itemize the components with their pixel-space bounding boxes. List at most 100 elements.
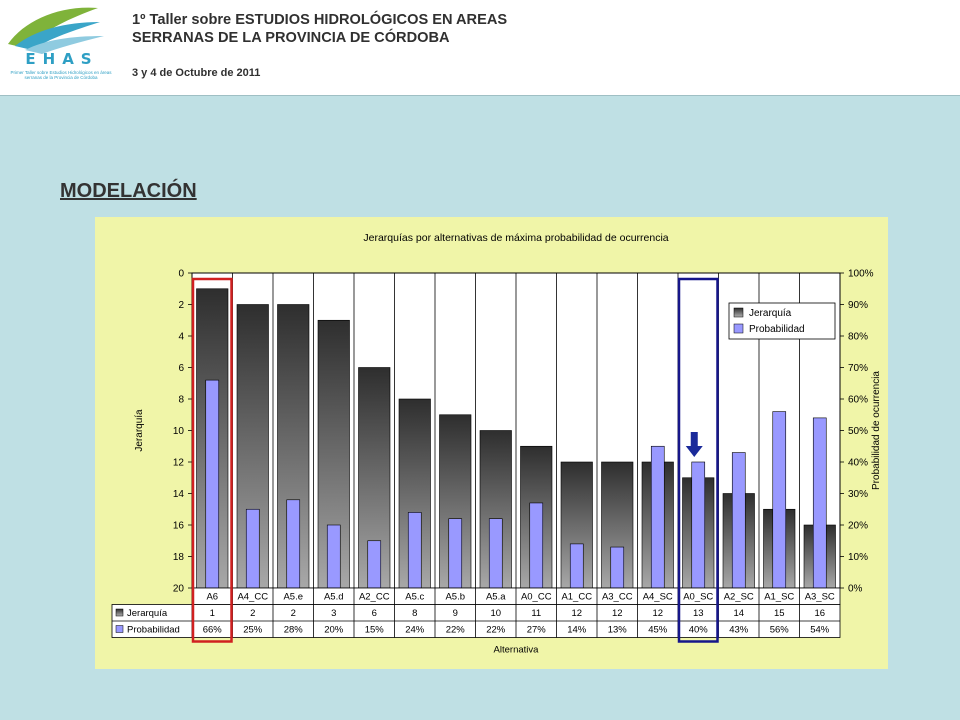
y-tick-label: 0 bbox=[178, 269, 184, 280]
hierarchy-probability-chart: Jerarquías por alternativas de máxima pr… bbox=[111, 232, 882, 656]
category-label: A1_CC bbox=[561, 592, 592, 603]
table-value-jerarquia: 2 bbox=[250, 608, 255, 619]
category-label: A5.a bbox=[486, 592, 506, 603]
category-label: A5.e bbox=[283, 592, 303, 603]
table-value-probabilidad: 24% bbox=[405, 625, 425, 636]
bar-probabilidad bbox=[610, 546, 625, 589]
table-value-probabilidad: 27% bbox=[527, 625, 547, 636]
y2-tick-label: 80% bbox=[848, 332, 868, 343]
y2-tick-label: 70% bbox=[848, 363, 868, 374]
y-tick-label: 10 bbox=[173, 426, 185, 437]
table-value-jerarquia: 12 bbox=[652, 608, 663, 619]
highlight-blue bbox=[677, 277, 719, 643]
logo-text: EHAS bbox=[25, 50, 99, 68]
category-label: A3_CC bbox=[602, 592, 633, 603]
y2-tick-label: 0% bbox=[848, 584, 863, 595]
table-value-probabilidad: 14% bbox=[567, 625, 587, 636]
table-value-jerarquia: 16 bbox=[814, 608, 825, 619]
bar-probabilidad bbox=[286, 499, 301, 589]
workshop-date: 3 y 4 de Octubre de 2011 bbox=[132, 67, 261, 79]
table-value-probabilidad: 22% bbox=[486, 625, 506, 636]
bar-probabilidad bbox=[650, 445, 665, 589]
table-value-probabilidad: 13% bbox=[608, 625, 628, 636]
table-value-probabilidad: 45% bbox=[648, 625, 668, 636]
category-label: A2_CC bbox=[359, 592, 390, 603]
bar-probabilidad bbox=[772, 411, 787, 589]
y-tick-label: 2 bbox=[178, 300, 184, 311]
chart-title: Jerarquías por alternativas de máxima pr… bbox=[363, 232, 668, 244]
workshop-title: 1º Taller sobre ESTUDIOS HIDROLÓGICOS EN… bbox=[132, 12, 508, 46]
bar-probabilidad bbox=[731, 452, 746, 589]
table-value-probabilidad: 54% bbox=[810, 625, 830, 636]
category-label: A4_CC bbox=[237, 592, 268, 603]
table-value-jerarquia: 1 bbox=[210, 608, 215, 619]
bar-probabilidad bbox=[407, 512, 422, 589]
table-value-jerarquia: 11 bbox=[531, 608, 541, 619]
section-title: MODELACIÓN bbox=[60, 180, 197, 202]
slide-header: EHAS Primer Taller sobre Estudios Hidrol… bbox=[0, 0, 960, 96]
table-value-probabilidad: 22% bbox=[446, 625, 466, 636]
table-value-jerarquia: 2 bbox=[291, 608, 296, 619]
category-label: A5.d bbox=[324, 592, 344, 603]
category-label: A3_SC bbox=[805, 592, 835, 603]
table-series-probabilidad: Probabilidad bbox=[127, 625, 180, 636]
highlight-red bbox=[191, 277, 233, 643]
y2-tick-label: 20% bbox=[848, 521, 868, 532]
ehas-logo bbox=[8, 7, 104, 54]
bar-probabilidad bbox=[448, 518, 463, 589]
bar-probabilidad bbox=[245, 508, 260, 589]
table-value-probabilidad: 28% bbox=[284, 625, 304, 636]
bar-probabilidad bbox=[691, 461, 706, 589]
table-legend-key-probabilidad bbox=[115, 625, 124, 633]
bar-probabilidad bbox=[569, 543, 584, 589]
y-tick-label: 16 bbox=[173, 521, 185, 532]
table-value-jerarquia: 8 bbox=[412, 608, 417, 619]
category-label: A4_SC bbox=[643, 592, 673, 603]
y-tick-label: 12 bbox=[173, 458, 185, 469]
y-tick-label: 20 bbox=[173, 584, 185, 595]
bar-probabilidad bbox=[488, 518, 503, 589]
legend-label-probabilidad: Probabilidad bbox=[749, 324, 805, 335]
table-value-jerarquia: 13 bbox=[693, 608, 704, 619]
y-tick-label: 18 bbox=[173, 552, 185, 563]
logo-subtitle: Primer Taller sobre Estudios Hidrológico… bbox=[10, 70, 112, 80]
y-tick-label: 4 bbox=[178, 332, 184, 343]
y2-tick-label: 100% bbox=[848, 269, 874, 280]
table-value-jerarquia: 9 bbox=[453, 608, 458, 619]
y-tick-label: 8 bbox=[178, 395, 184, 406]
y2-tick-label: 30% bbox=[848, 489, 868, 500]
y2-tick-label: 60% bbox=[848, 395, 868, 406]
y-axis-label: Jerarquía bbox=[134, 409, 145, 452]
category-label: A0_CC bbox=[521, 592, 552, 603]
table-value-jerarquia: 3 bbox=[331, 608, 336, 619]
y-tick-label: 6 bbox=[178, 363, 184, 374]
bar-probabilidad bbox=[812, 417, 827, 589]
table-series-jerarquia: Jerarquía bbox=[127, 608, 168, 619]
bar-probabilidad bbox=[326, 524, 341, 589]
legend-key-jerarquia bbox=[733, 307, 744, 318]
y2-tick-label: 50% bbox=[848, 426, 868, 437]
category-label: A5.b bbox=[445, 592, 465, 603]
table-value-probabilidad: 66% bbox=[203, 625, 223, 636]
category-label: A6 bbox=[206, 592, 218, 603]
table-value-jerarquia: 15 bbox=[774, 608, 785, 619]
table-value-probabilidad: 56% bbox=[770, 625, 790, 636]
table-legend-key-jerarquia bbox=[115, 608, 124, 617]
table-value-probabilidad: 40% bbox=[689, 625, 709, 636]
table-value-jerarquia: 12 bbox=[571, 608, 582, 619]
legend-key-probabilidad bbox=[733, 323, 744, 334]
y2-tick-label: 10% bbox=[848, 552, 868, 563]
y2-tick-label: 90% bbox=[848, 300, 868, 311]
bar-probabilidad bbox=[205, 379, 220, 589]
category-label: A2_SC bbox=[724, 592, 754, 603]
y-tick-label: 14 bbox=[173, 489, 185, 500]
category-label: A1_SC bbox=[764, 592, 794, 603]
category-label: A5.c bbox=[405, 592, 424, 603]
x-axis-label: Alternativa bbox=[494, 645, 540, 656]
y2-axis-label: Probabilidad de ocurrencia bbox=[871, 371, 882, 490]
table-value-jerarquia: 10 bbox=[490, 608, 501, 619]
table-value-probabilidad: 20% bbox=[324, 625, 344, 636]
table-value-jerarquia: 6 bbox=[372, 608, 377, 619]
table-value-jerarquia: 14 bbox=[733, 608, 744, 619]
table-value-probabilidad: 25% bbox=[243, 625, 263, 636]
